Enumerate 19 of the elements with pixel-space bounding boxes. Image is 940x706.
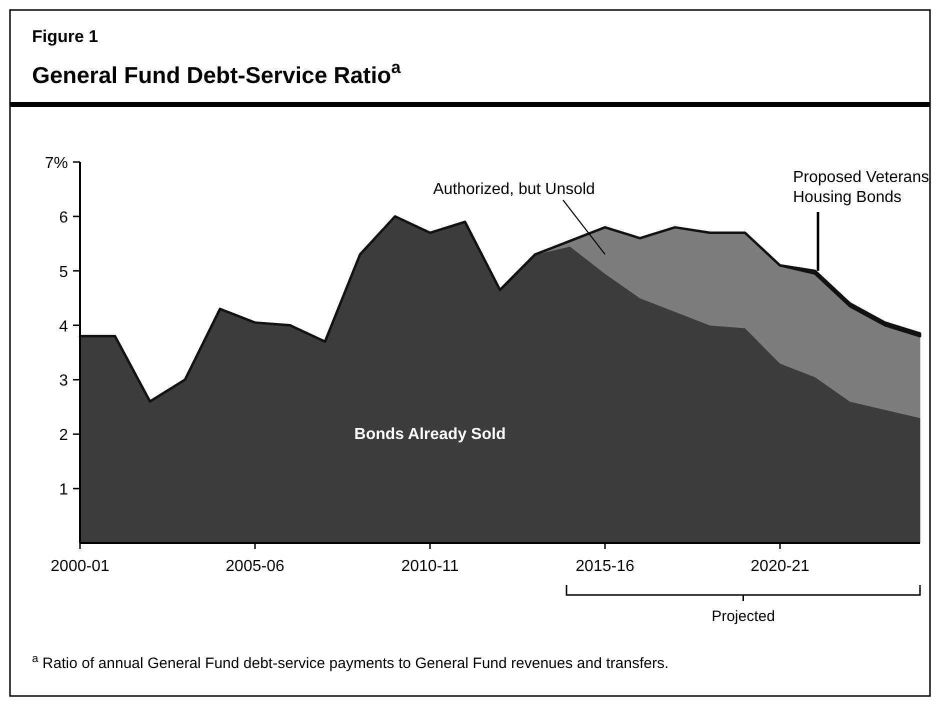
- y-tick-label: 2: [59, 427, 68, 444]
- y-tick-label: 3: [59, 372, 68, 390]
- series-label: Bonds Already Sold: [354, 426, 506, 444]
- y-tick-label: 7%: [44, 155, 68, 172]
- text: Proposed Veterans Housing Bonds: [793, 169, 930, 206]
- text: $^{a}$ Ratio of annual General Fund debt-service payments to General Fund revenues and transfers.: [32, 653, 669, 672]
- y-tick-label: 1: [59, 482, 68, 499]
- x-tick-label: 2015-16: [576, 558, 634, 575]
- chart-subtitle: Figure 1: [32, 27, 98, 46]
- y-tick-label: 6: [59, 209, 68, 226]
- chart-title: General Fund Debt-Service Ratio$^{a}$: [32, 57, 402, 88]
- x-tick-label: 2000-01: [50, 558, 110, 575]
- x-tick-label: 2005-06: [226, 558, 284, 575]
- x-tick-label: 2010-11: [401, 558, 459, 575]
- series-label: Authorized, but Unsold: [433, 181, 595, 198]
- text: Projected: [712, 608, 775, 625]
- x-tick-label: 2020-21: [750, 558, 810, 575]
- y-tick-label: 4: [59, 318, 68, 336]
- y-tick-label: 5: [59, 264, 68, 281]
